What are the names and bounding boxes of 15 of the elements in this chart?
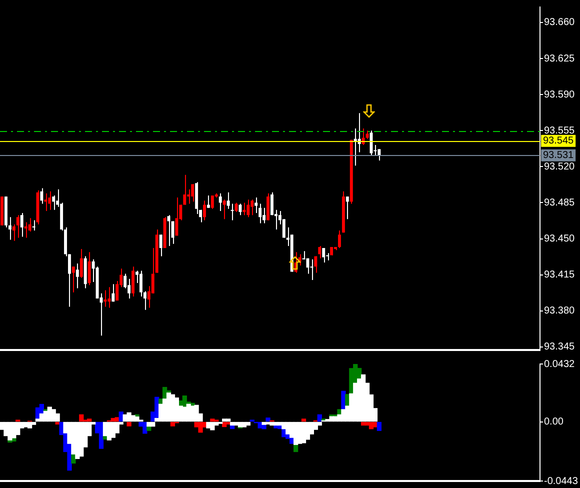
y-tick-label: 0.0432	[544, 358, 576, 370]
y-tick-label: -0.0443	[544, 476, 578, 487]
ref-line-label: 93.545	[543, 136, 574, 147]
y-tick-label: 93.415	[544, 270, 576, 281]
y-tick-label: 0.00	[544, 416, 564, 428]
y-tick-label: 93.590	[544, 89, 576, 100]
y-tick-label: 93.520	[544, 161, 576, 172]
y-tick-label: 93.555	[544, 125, 576, 136]
y-tick-label: 93.625	[544, 53, 576, 64]
ref-line-label: 93.531	[543, 150, 574, 162]
y-tick-label: 93.450	[544, 234, 576, 245]
y-tick-label: 93.380	[544, 306, 576, 317]
y-tick-label: 93.345	[544, 342, 576, 353]
y-tick-label: 93.660	[544, 17, 576, 28]
y-tick-label: 93.485	[544, 197, 576, 208]
